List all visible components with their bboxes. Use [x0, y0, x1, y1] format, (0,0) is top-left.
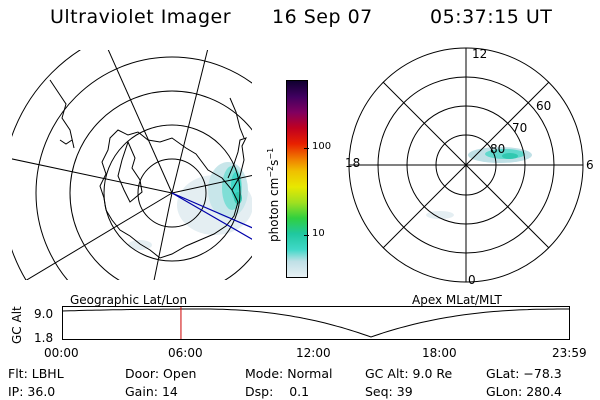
- colorbar-tick-10: [304, 235, 309, 236]
- timeline-xtick-1800: 18:00: [422, 346, 457, 360]
- info-dsp: Dsp: 0.1: [245, 384, 310, 399]
- timeline-xtick-2359: 23:59: [552, 346, 587, 360]
- longitude-lines: [12, 50, 252, 280]
- mlt-label-6: 6: [586, 158, 594, 172]
- mlt-label-12: 12: [472, 47, 487, 61]
- south-america-coastline: [229, 97, 245, 139]
- colorbar-tick-label-100: 100: [312, 141, 332, 152]
- orbit-timeline: [62, 306, 570, 340]
- info-door: Door: Open: [125, 366, 197, 381]
- antarctic-peninsula: [227, 137, 247, 191]
- info-mode: Mode: Normal: [245, 366, 333, 381]
- latitude-circles: [12, 50, 252, 280]
- magnetic-caption: Apex MLat/MLT: [412, 293, 502, 307]
- timeline-xtick-1200: 12:00: [296, 346, 331, 360]
- orbit-altitude-curve: [62, 308, 570, 338]
- info-filter: Flt: LBHL: [8, 366, 64, 381]
- aurora-emission-geo: [128, 162, 252, 250]
- aurora-emission-mag: [426, 147, 532, 219]
- geographic-map: [12, 50, 252, 280]
- timeline-xtick-0000: 00:00: [44, 346, 79, 360]
- antarctica-coastline: [99, 129, 239, 259]
- colorbar-label: photon cm−2s−1: [266, 147, 281, 242]
- info-ip: IP: 36.0: [8, 384, 56, 399]
- colorbar-tick-100: [304, 148, 309, 149]
- info-gain: Gain: 14: [125, 384, 178, 399]
- mlat-label-80: 80: [490, 142, 505, 156]
- colorbar-tick-label-10: 10: [312, 228, 325, 239]
- info-glon: GLon: 280.4: [486, 384, 562, 399]
- mlt-label-0: 0: [468, 273, 476, 287]
- mlat-label-70: 70: [512, 121, 527, 135]
- geographic-caption: Geographic Lat/Lon: [70, 293, 188, 307]
- magnetic-map: 12 6 0 18 60 70 80: [345, 47, 594, 287]
- info-gc-alt: GC Alt: 9.0 Re: [365, 366, 453, 381]
- observation-date: 16 Sep 07: [272, 6, 373, 28]
- colorbar: [286, 80, 308, 278]
- info-glat: GLat: −78.3: [486, 366, 562, 381]
- info-seq: Seq: 39: [365, 384, 413, 399]
- timeline-ytick-high: 9.0: [34, 307, 54, 321]
- instrument-title: Ultraviolet Imager: [50, 6, 232, 28]
- observation-time: 05:37:15 UT: [430, 6, 553, 28]
- timeline-xtick-0600: 06:00: [168, 346, 203, 360]
- timeline-ylabel: GC Alt: [10, 306, 24, 344]
- mlt-label-18: 18: [345, 156, 360, 170]
- mlat-label-60: 60: [536, 99, 551, 113]
- timeline-ytick-low: 1.8: [34, 331, 54, 345]
